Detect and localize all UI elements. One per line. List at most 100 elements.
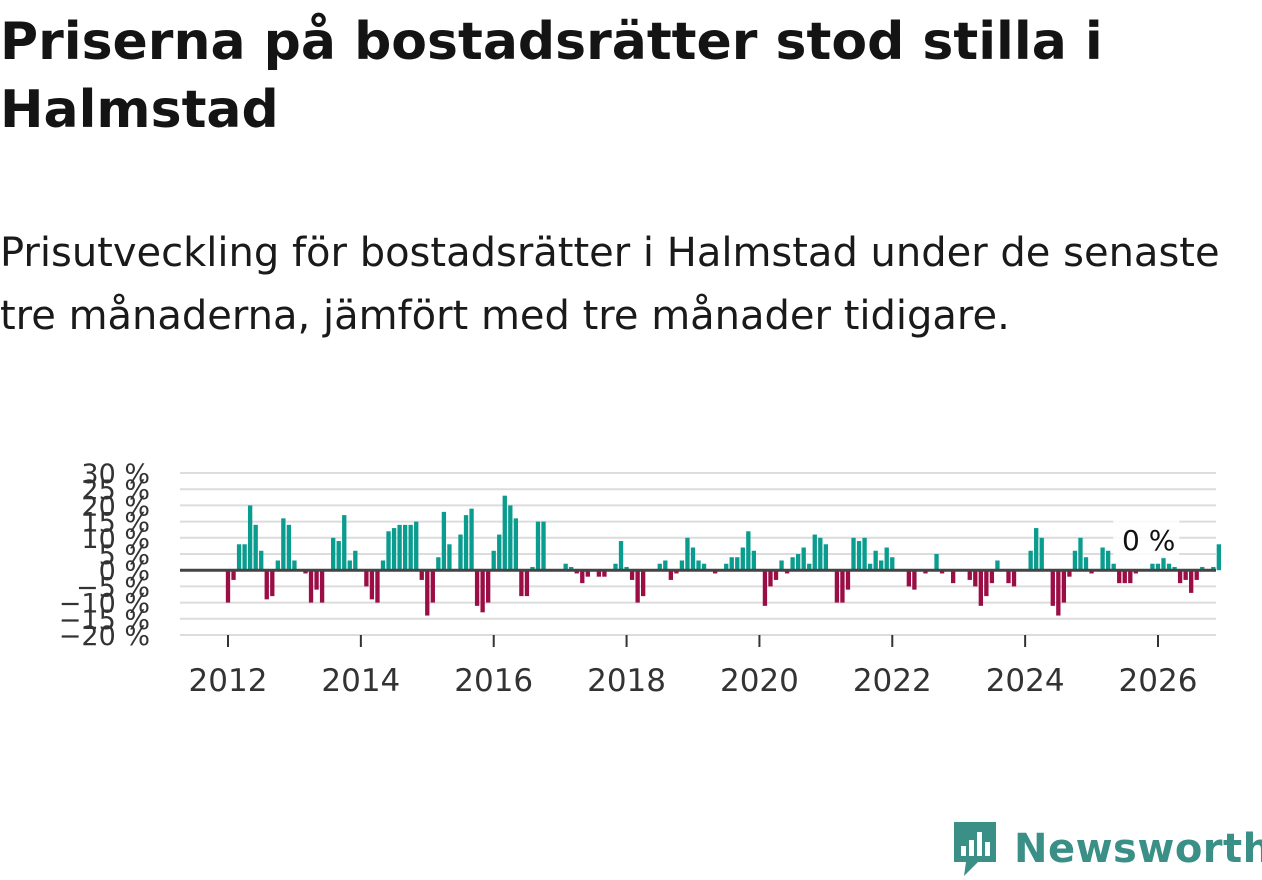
bar <box>657 563 662 571</box>
bar <box>735 557 740 571</box>
y-tick-label: 30 % <box>81 459 150 490</box>
bar <box>906 570 912 587</box>
bar <box>386 531 391 571</box>
bar <box>231 570 236 580</box>
y-tick-label: 10 % <box>81 524 150 555</box>
bar <box>463 515 469 571</box>
bar <box>939 570 945 574</box>
bar <box>1011 570 1017 587</box>
bar <box>480 570 485 613</box>
x-tick-label: 2014 <box>321 663 400 699</box>
bar <box>762 570 768 606</box>
bar <box>801 547 806 571</box>
chart-subtitle: Prisutveckling för bostadsrätter i Halms… <box>0 230 1220 339</box>
bar <box>740 547 745 571</box>
bar <box>923 570 928 574</box>
bar <box>491 550 496 571</box>
bar <box>973 570 978 587</box>
bar <box>347 560 352 571</box>
bar <box>497 534 502 571</box>
bar <box>851 537 856 571</box>
bar <box>635 570 640 603</box>
bar <box>796 554 801 571</box>
bar <box>812 534 817 571</box>
bar <box>469 508 474 571</box>
bar <box>1177 570 1183 584</box>
bar <box>1172 566 1177 571</box>
bar <box>1111 563 1116 571</box>
bar <box>873 550 878 571</box>
bar <box>574 570 579 574</box>
bar <box>513 518 519 571</box>
brand-name: Newsworthy <box>1014 826 1262 872</box>
bar <box>275 560 280 571</box>
bar <box>613 563 618 571</box>
bar <box>569 566 574 571</box>
bar <box>314 570 319 590</box>
bar <box>369 570 375 600</box>
bar <box>779 560 784 571</box>
bar <box>790 557 795 571</box>
bar <box>663 560 668 571</box>
bar <box>253 524 258 571</box>
x-tick-label: 2012 <box>189 663 268 699</box>
newsworthy-logo: Newsworthy <box>950 818 1262 880</box>
bar <box>1200 566 1205 571</box>
bar <box>701 563 707 571</box>
bar <box>840 570 845 603</box>
bar <box>1166 563 1172 571</box>
bar <box>270 570 275 597</box>
bar <box>912 570 917 590</box>
bar <box>602 570 607 577</box>
bar <box>690 547 696 571</box>
bar <box>441 511 447 571</box>
bar <box>668 570 673 580</box>
bar <box>618 541 624 571</box>
bar <box>425 570 430 616</box>
bar <box>1034 528 1039 571</box>
bar <box>436 557 441 571</box>
bar <box>823 544 828 571</box>
bar <box>1089 570 1094 574</box>
bar <box>862 537 867 571</box>
bar <box>292 560 297 571</box>
bar <box>879 560 884 571</box>
bar <box>447 544 452 571</box>
y-tick-label: 20 % <box>81 491 150 522</box>
bar <box>751 550 757 571</box>
bar <box>1039 537 1044 571</box>
bar <box>1189 570 1194 593</box>
x-tick-label: 2026 <box>1119 663 1198 699</box>
bar <box>1105 550 1111 571</box>
bar <box>286 524 292 571</box>
bar <box>247 505 253 571</box>
bar <box>890 557 895 571</box>
bar <box>353 550 358 571</box>
y-tick-label: −15 % <box>59 605 150 636</box>
annotation-background <box>1113 520 1180 559</box>
bar <box>1117 570 1122 584</box>
bar <box>242 544 247 571</box>
bar <box>818 537 823 571</box>
bar <box>1050 570 1055 606</box>
last-value-label: 0 % <box>1122 524 1175 557</box>
bar <box>967 570 972 580</box>
bar <box>1150 563 1155 571</box>
bar <box>934 554 939 571</box>
x-tick-label: 2020 <box>720 663 799 699</box>
bar <box>674 570 679 574</box>
bar <box>580 570 585 584</box>
y-tick-label: 15 % <box>81 508 150 539</box>
bar <box>1078 537 1083 571</box>
bar <box>807 563 812 571</box>
bar <box>629 570 635 580</box>
bar <box>264 570 269 600</box>
bar <box>1028 550 1033 571</box>
bar <box>950 570 956 584</box>
bar <box>784 570 790 574</box>
bar <box>1056 570 1061 616</box>
bar <box>303 570 308 574</box>
bar <box>375 570 380 603</box>
bar <box>856 541 862 571</box>
bar <box>502 495 507 571</box>
